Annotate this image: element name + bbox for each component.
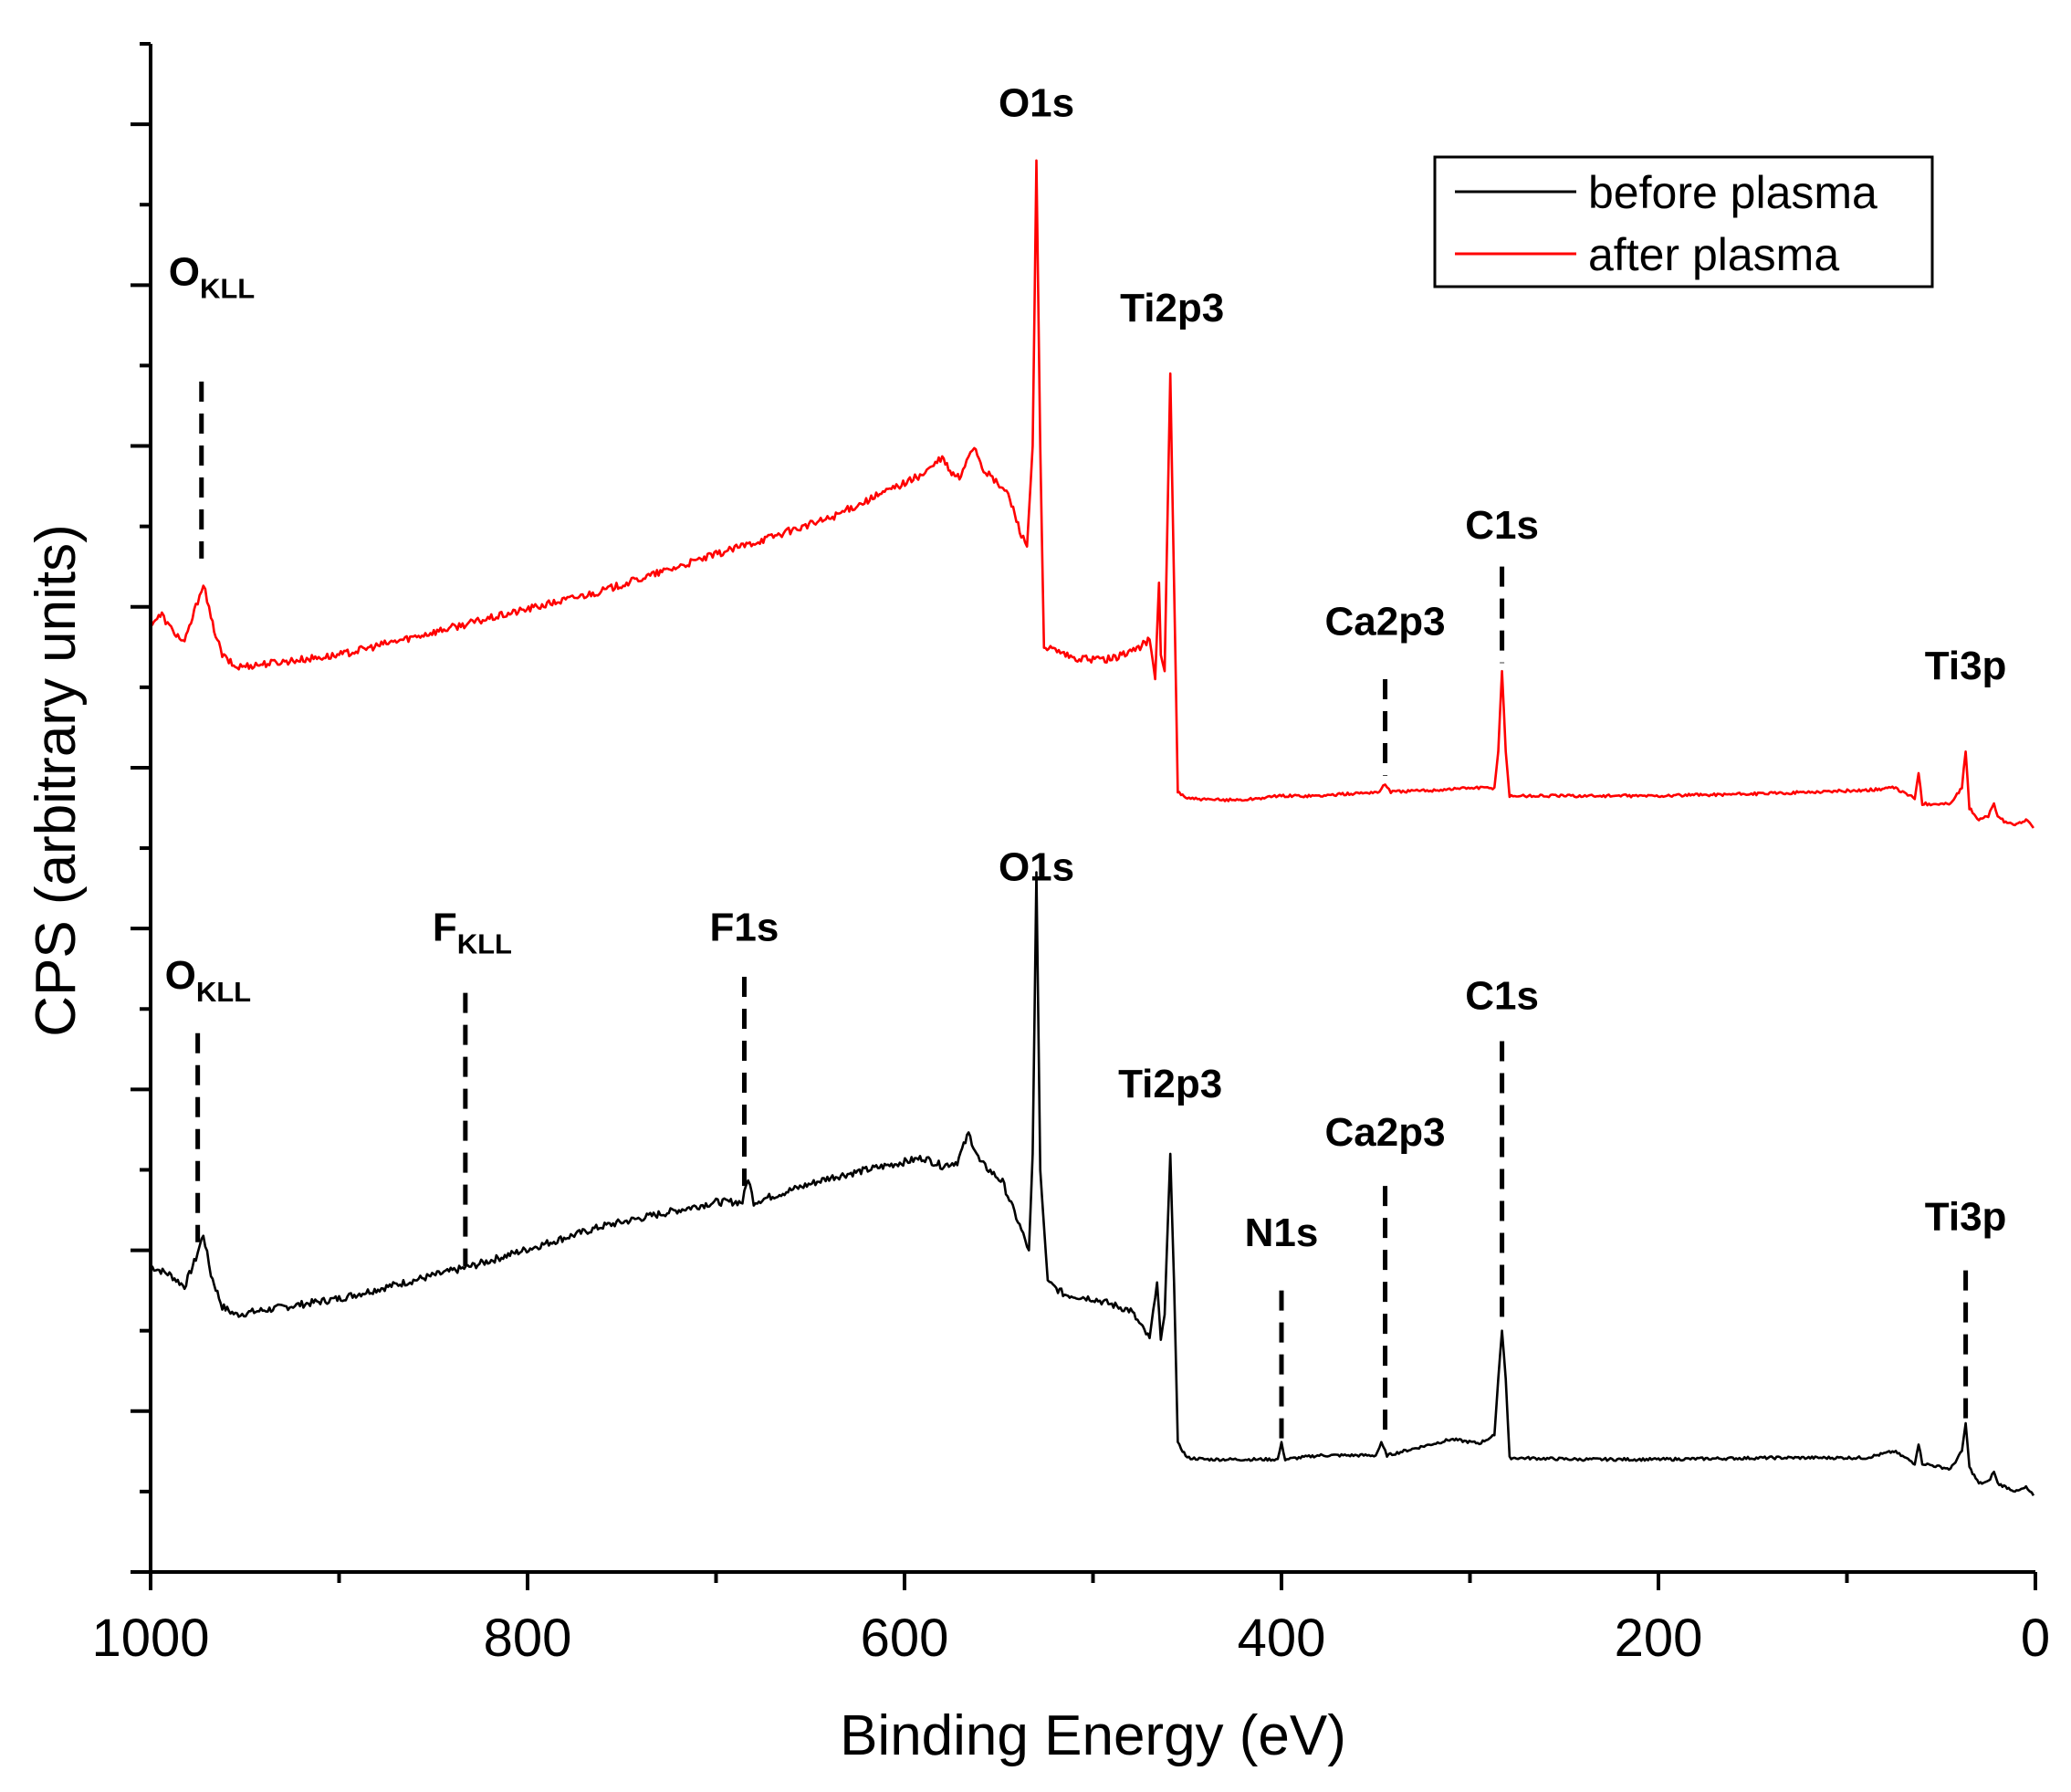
peak-annotation: C1s <box>1465 973 1539 1323</box>
peak-annotation: Ca2p3 <box>1325 600 1446 776</box>
peak-annotation: N1s <box>1245 1210 1319 1440</box>
legend-box <box>1433 155 1934 288</box>
x-axis-title: Binding Energy (eV) <box>840 1704 1346 1767</box>
peak-label: OKLL <box>169 249 256 304</box>
peak-annotation: Ti2p3 <box>1118 1062 1222 1106</box>
peak-label: O1s <box>999 80 1074 125</box>
peak-label: OKLL <box>165 953 252 1008</box>
x-tick-label: 1000 <box>91 1609 209 1668</box>
peak-annotation: Ti3p <box>1925 1195 2007 1420</box>
x-tick-label: 200 <box>1615 1609 1703 1668</box>
peak-annotation: OKLL <box>169 249 256 559</box>
peak-label: Ti2p3 <box>1118 1062 1222 1106</box>
peak-annotation: O1s <box>999 844 1074 889</box>
series-line-before-plasma <box>150 871 2035 1496</box>
legend-label-after-plasma: after plasma <box>1588 229 1839 280</box>
peak-annotation: Ca2p3 <box>1325 1110 1446 1440</box>
peak-annotation: O1s <box>999 80 1074 125</box>
legend-label-before-plasma: before plasma <box>1588 167 1877 218</box>
peak-label: O1s <box>999 844 1074 889</box>
x-tick-label: 0 <box>2021 1609 2050 1668</box>
annotation-layer: OKLL O1s Ti2p3 C1s Ca2p3 Ti3p OKLL FKLL F1s O1s Ti… <box>165 80 2007 1440</box>
peak-label: F1s <box>710 905 779 949</box>
peak-annotation: Ti3p <box>1925 644 2007 688</box>
peak-label: Ca2p3 <box>1325 600 1446 644</box>
legend: before plasma after plasma <box>1433 155 1934 288</box>
peak-label: Ca2p3 <box>1325 1110 1446 1155</box>
peak-label: Ti2p3 <box>1120 286 1224 330</box>
peak-annotation: FKLL <box>433 905 512 1267</box>
peak-label: C1s <box>1465 973 1539 1018</box>
peak-annotation: C1s <box>1465 503 1539 664</box>
x-tick-label: 600 <box>861 1609 949 1668</box>
series-layer <box>149 159 2035 1496</box>
axes: 1000 800 600 400 200 0 <box>91 42 2050 1668</box>
peak-label: C1s <box>1465 503 1539 548</box>
peak-label: Ti3p <box>1925 1195 2007 1240</box>
peak-label: N1s <box>1245 1210 1319 1255</box>
peak-label: Ti3p <box>1925 644 2007 688</box>
x-tick-label: 400 <box>1238 1609 1326 1668</box>
y-axis-title: CPS (arbitrary units) <box>25 524 88 1037</box>
series-line-after-plasma <box>149 159 2034 829</box>
x-tick-label: 800 <box>484 1609 572 1668</box>
peak-label: FKLL <box>433 905 512 959</box>
peak-annotation: Ti2p3 <box>1120 286 1224 330</box>
peak-annotation: OKLL <box>165 953 252 1242</box>
peak-annotation: F1s <box>710 905 779 1187</box>
